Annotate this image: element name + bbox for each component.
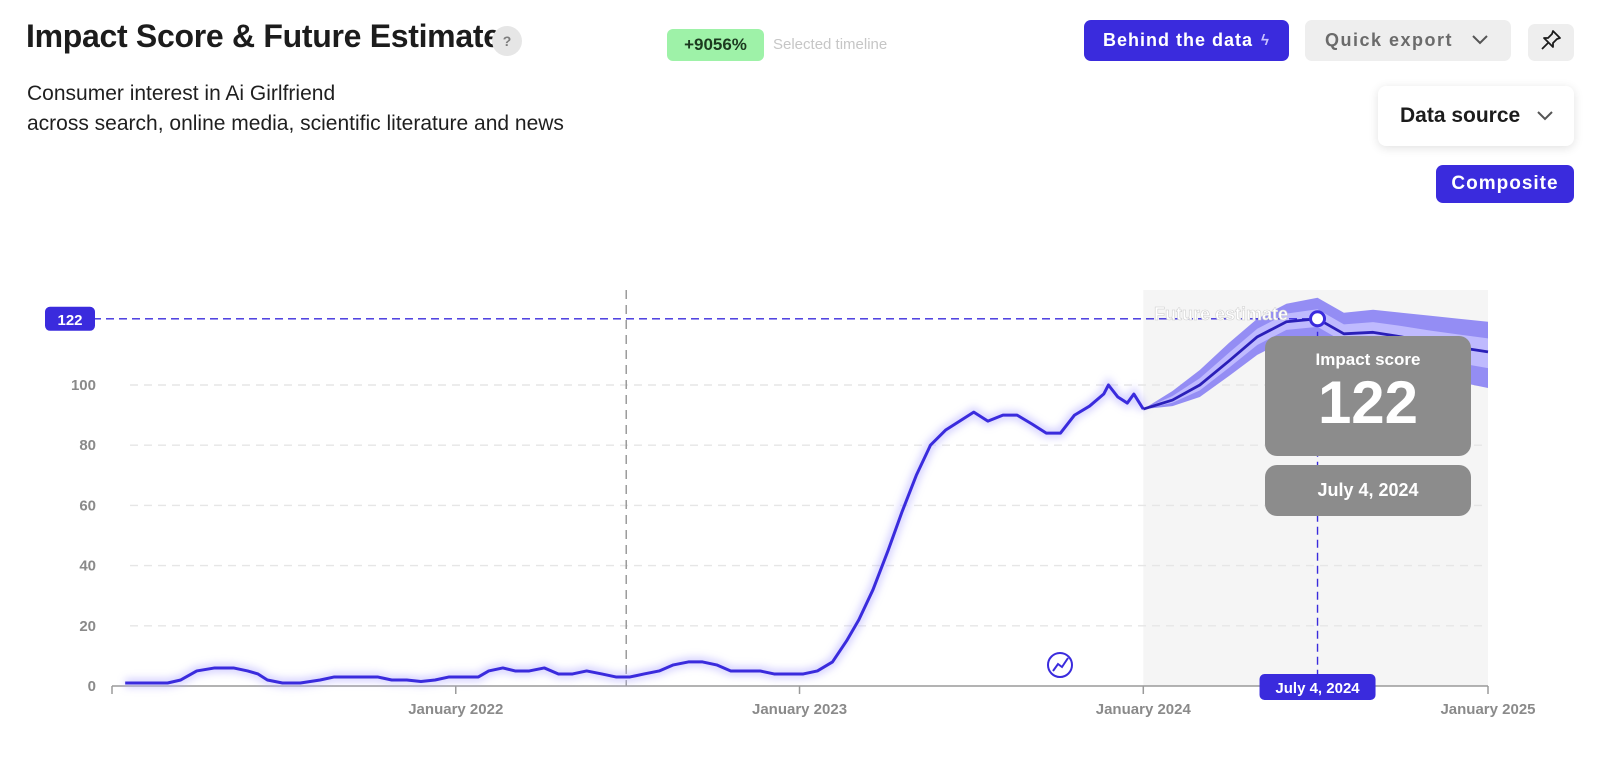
pin-button[interactable] bbox=[1528, 24, 1574, 61]
composite-button[interactable]: Composite bbox=[1436, 165, 1574, 203]
x-tick-label: January 2024 bbox=[1096, 701, 1192, 718]
tooltip-label: Impact score bbox=[1315, 350, 1421, 369]
bolt-icon: ϟ bbox=[1261, 32, 1270, 49]
forecast-band bbox=[1143, 297, 1488, 410]
subtitle-line-1: Consumer interest in Ai Girlfriend bbox=[27, 82, 336, 105]
change-badge: +9056% bbox=[667, 29, 764, 61]
data-source-label: Data source bbox=[1400, 104, 1521, 127]
x-tick-label: January 2022 bbox=[408, 701, 503, 718]
x-tick-label: January 2023 bbox=[752, 701, 847, 718]
history-line-glow bbox=[125, 376, 1148, 688]
behind-the-data-button[interactable]: Behind the data ϟ bbox=[1084, 20, 1289, 61]
history-line bbox=[125, 383, 1145, 685]
y-tick-label: 0 bbox=[88, 678, 96, 695]
page-title: Impact Score & Future Estimate bbox=[26, 18, 501, 54]
pin-icon bbox=[1540, 29, 1562, 56]
x-date-label: July 4, 2024 bbox=[1275, 680, 1360, 697]
chevron-down-icon bbox=[1536, 104, 1554, 128]
x-tick-label: January 2025 bbox=[1440, 701, 1535, 718]
forecast-band-inner bbox=[1143, 309, 1488, 410]
behind-the-data-label: Behind the data bbox=[1103, 30, 1254, 50]
quick-export-label: Quick export bbox=[1325, 30, 1454, 50]
y-tick-label: 100 bbox=[71, 377, 96, 394]
timeline-label: Selected timeline bbox=[773, 36, 888, 53]
forecast-label: Future estimate bbox=[1154, 304, 1288, 324]
y-tick-label: 60 bbox=[79, 497, 96, 514]
tooltip-date: July 4, 2024 bbox=[1265, 465, 1471, 516]
subtitle-line-2: across search, online media, scientific … bbox=[27, 112, 564, 135]
tooltip-value: 122 bbox=[1317, 369, 1419, 436]
x-date-pill bbox=[1259, 674, 1376, 700]
chevron-down-icon bbox=[1471, 30, 1489, 51]
data-source-dropdown[interactable]: Data source bbox=[1378, 86, 1574, 146]
quick-export-button[interactable]: Quick export bbox=[1305, 20, 1511, 61]
y-tick-label: 40 bbox=[79, 558, 96, 575]
highlight-point bbox=[1309, 310, 1327, 328]
help-icon[interactable]: ? bbox=[492, 26, 522, 56]
y-tick-label: 20 bbox=[79, 618, 96, 635]
y-tick-label: 80 bbox=[79, 437, 96, 454]
tooltip-card: Impact score 122 bbox=[1265, 336, 1471, 456]
y-value-pill bbox=[45, 306, 95, 331]
y-value-label: 122 bbox=[57, 312, 82, 329]
trend-icon-line bbox=[1052, 657, 1069, 672]
